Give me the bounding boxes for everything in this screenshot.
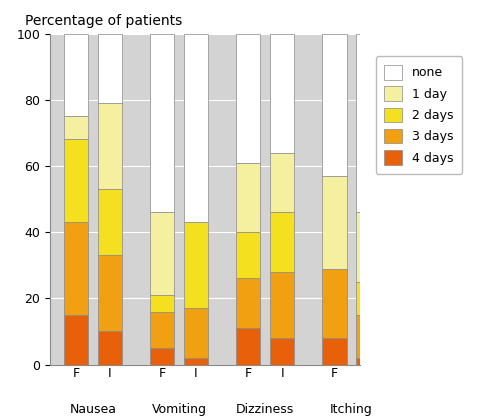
Text: Percentage of patients: Percentage of patients — [25, 14, 182, 28]
Bar — [150, 212, 174, 295]
Bar — [64, 116, 88, 140]
Bar — [98, 331, 122, 365]
Bar — [270, 153, 294, 212]
Bar — [184, 34, 208, 222]
Text: Itching: Itching — [330, 403, 373, 416]
Bar — [356, 34, 380, 212]
Bar — [64, 222, 88, 315]
Bar — [184, 308, 208, 358]
Bar — [356, 282, 380, 315]
Bar — [64, 34, 88, 116]
Bar — [322, 34, 346, 176]
Bar — [322, 176, 346, 269]
Bar — [236, 328, 260, 365]
Bar — [64, 315, 88, 365]
Bar — [356, 212, 380, 282]
Bar — [270, 338, 294, 365]
Bar — [150, 295, 174, 312]
Bar — [236, 232, 260, 279]
Bar — [150, 34, 174, 212]
Bar — [98, 103, 122, 189]
Bar — [356, 315, 380, 358]
Bar — [236, 279, 260, 328]
Bar — [270, 272, 294, 338]
Legend: none, 1 day, 2 days, 3 days, 4 days: none, 1 day, 2 days, 3 days, 4 days — [376, 56, 462, 173]
Bar — [270, 212, 294, 272]
Bar — [270, 34, 294, 153]
Bar — [150, 348, 174, 365]
Bar — [64, 140, 88, 222]
Bar — [236, 34, 260, 163]
Bar — [356, 358, 380, 365]
Text: Vomiting: Vomiting — [152, 403, 206, 416]
Bar — [150, 312, 174, 348]
Bar — [322, 269, 346, 338]
Bar — [184, 358, 208, 365]
Bar — [184, 222, 208, 308]
Text: Nausea: Nausea — [70, 403, 116, 416]
Bar — [98, 189, 122, 255]
Bar — [236, 163, 260, 232]
Bar — [98, 34, 122, 103]
Bar — [322, 338, 346, 365]
Text: Dizziness: Dizziness — [236, 403, 294, 416]
Bar — [98, 255, 122, 331]
